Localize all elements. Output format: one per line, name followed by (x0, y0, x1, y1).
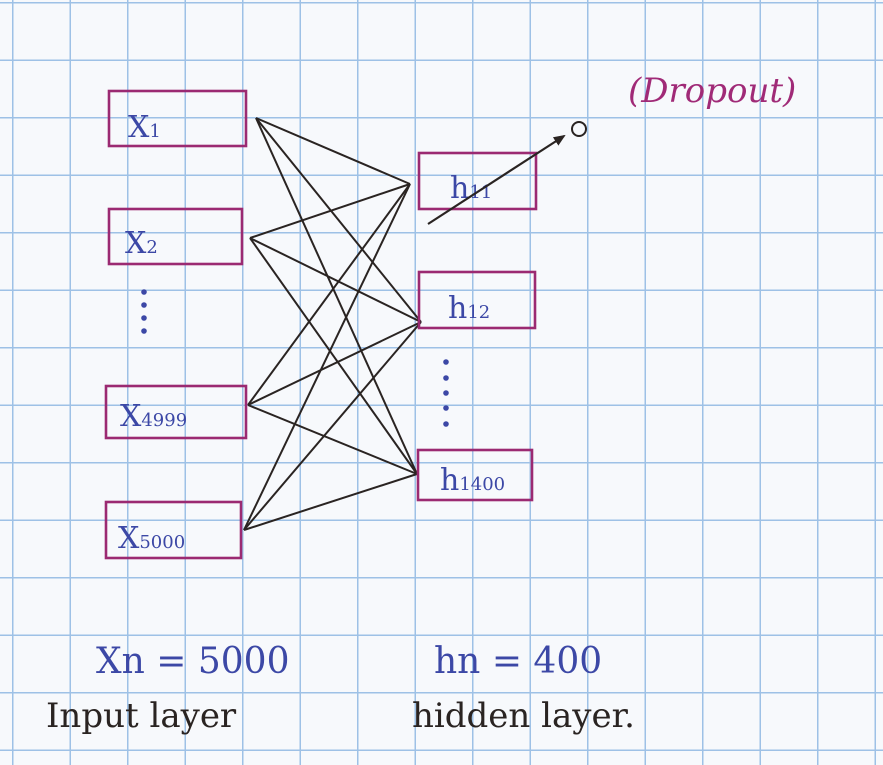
connection-edge (243, 183, 411, 531)
hidden-ellipsis (443, 359, 449, 427)
input-node-x5000: X5000 (104, 500, 243, 560)
dropped-unit-circle (571, 121, 587, 137)
input-count-label: Xn = 5000 (96, 641, 289, 682)
ellipsis-dot (141, 302, 147, 308)
hidden-node-label: h12 (448, 291, 490, 326)
ellipsis-dot (141, 328, 147, 334)
input-ellipsis (141, 289, 147, 334)
ellipsis-dot (443, 405, 449, 411)
ellipsis-dot (141, 315, 147, 321)
connection-edge (255, 117, 422, 323)
connection-edge (255, 117, 411, 185)
input-layer-name: Input layer (46, 696, 237, 736)
input-node-label: X5000 (118, 521, 185, 556)
connection-edge (255, 117, 418, 475)
ellipsis-dot (443, 390, 449, 396)
connection-edge (249, 183, 411, 239)
input-node-box (107, 89, 248, 148)
input-node-label: X4999 (120, 399, 187, 434)
input-node-box (104, 384, 248, 440)
ellipsis-dot (141, 289, 147, 295)
hidden-count-label: hn = 400 (434, 641, 602, 682)
input-node-box (104, 500, 243, 560)
ellipsis-dot (443, 375, 449, 381)
hidden-node-label: h11 (450, 171, 492, 206)
connection-edge (243, 473, 418, 531)
hidden-node-box (417, 270, 537, 330)
input-node-label: X1 (128, 110, 161, 145)
hidden-node-box (416, 448, 534, 502)
connection-edge (247, 404, 418, 475)
input-node-box (107, 207, 244, 266)
ellipsis-dot (443, 421, 449, 427)
connection-edge (243, 321, 422, 531)
input-node-label: X2 (125, 226, 158, 261)
connection-edge (249, 237, 422, 323)
dropout-arrow (427, 134, 566, 225)
hidden-node-h11: h11 (417, 151, 538, 211)
input-node-x4999: X4999 (104, 384, 248, 440)
connection-edges (243, 117, 422, 531)
hidden-node-box (417, 151, 538, 211)
connection-edge (247, 321, 422, 406)
input-node-x1: X1 (107, 89, 248, 148)
hidden-node-h12: h12 (417, 270, 537, 330)
hidden-node-h1400: h1400 (416, 448, 534, 502)
input-node-x2: X2 (107, 207, 244, 266)
dropout-label: (Dropout) (628, 71, 796, 111)
connection-edge (249, 237, 418, 475)
hidden-layer-name: hidden layer. (412, 696, 635, 736)
hidden-node-label: h1400 (440, 463, 505, 498)
connection-edge (247, 183, 411, 406)
ellipsis-dot (443, 359, 449, 365)
